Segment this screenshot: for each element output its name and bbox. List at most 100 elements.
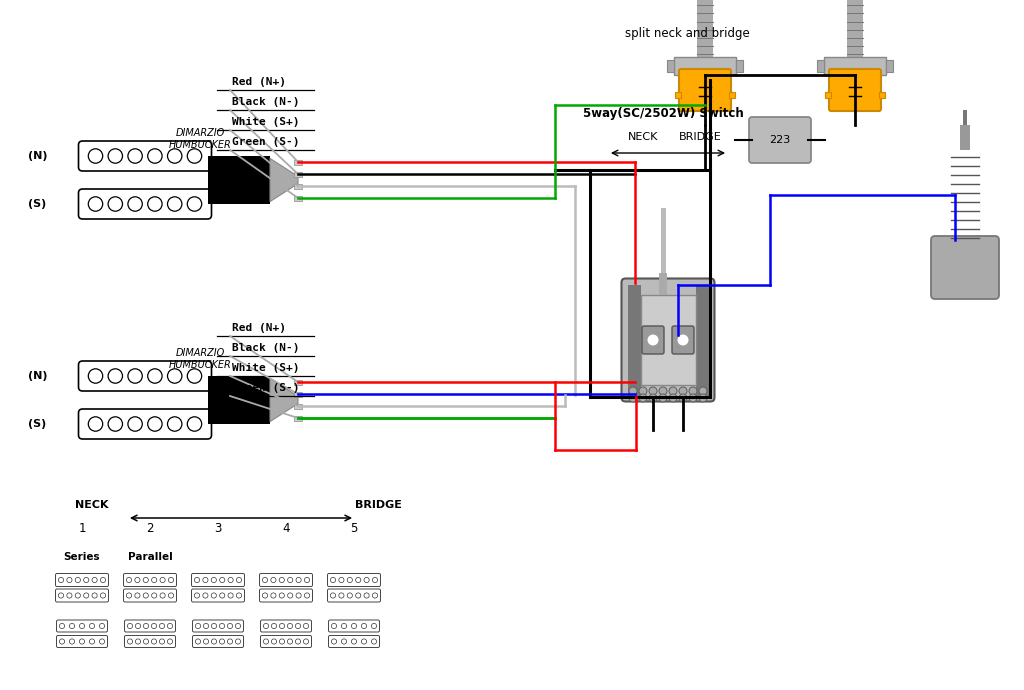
FancyBboxPatch shape	[329, 635, 380, 647]
Circle shape	[689, 387, 697, 395]
Circle shape	[679, 387, 687, 395]
Bar	[294, 415, 302, 420]
Polygon shape	[270, 378, 298, 422]
Circle shape	[659, 394, 667, 402]
Bar	[736, 60, 743, 72]
Text: Green (S-): Green (S-)	[232, 137, 299, 147]
Bar	[817, 60, 824, 72]
Text: Red (N+): Red (N+)	[232, 323, 286, 333]
Bar	[294, 391, 302, 397]
FancyBboxPatch shape	[749, 117, 811, 163]
Circle shape	[649, 394, 657, 402]
Text: NECK: NECK	[628, 132, 658, 142]
FancyBboxPatch shape	[125, 620, 175, 632]
Bar	[294, 195, 302, 201]
FancyBboxPatch shape	[259, 589, 312, 602]
FancyBboxPatch shape	[56, 620, 108, 632]
Circle shape	[659, 387, 667, 395]
FancyBboxPatch shape	[328, 573, 381, 586]
FancyBboxPatch shape	[642, 326, 664, 354]
Text: NECK: NECK	[75, 500, 109, 510]
Text: BRIDGE: BRIDGE	[355, 500, 401, 510]
Bar	[824, 57, 886, 75]
FancyBboxPatch shape	[672, 326, 694, 354]
FancyBboxPatch shape	[622, 279, 715, 402]
FancyBboxPatch shape	[79, 189, 212, 219]
Text: HUMBUCKER: HUMBUCKER	[169, 140, 231, 150]
Polygon shape	[270, 159, 298, 201]
Text: DIMARZIO: DIMARZIO	[175, 128, 224, 138]
FancyBboxPatch shape	[79, 141, 212, 171]
Text: split neck and bridge: split neck and bridge	[625, 27, 750, 40]
Bar	[628, 284, 640, 395]
FancyBboxPatch shape	[55, 573, 109, 586]
Bar	[208, 376, 270, 424]
Text: 5way(SC/2502W) Switch: 5way(SC/2502W) Switch	[583, 107, 743, 120]
FancyBboxPatch shape	[79, 409, 212, 439]
FancyBboxPatch shape	[931, 236, 999, 299]
Circle shape	[699, 387, 707, 395]
Bar	[729, 92, 735, 98]
Text: 223: 223	[769, 135, 791, 145]
Bar	[294, 404, 302, 408]
FancyBboxPatch shape	[328, 589, 381, 602]
Circle shape	[639, 394, 647, 402]
Circle shape	[629, 387, 637, 395]
Bar	[886, 60, 893, 72]
Bar	[208, 156, 270, 204]
Bar	[879, 92, 885, 98]
Text: (S): (S)	[28, 419, 46, 429]
Text: (N): (N)	[28, 151, 47, 161]
Circle shape	[629, 394, 637, 402]
Bar	[961, 125, 970, 150]
Bar	[660, 208, 666, 273]
Text: 1: 1	[78, 522, 86, 535]
FancyBboxPatch shape	[124, 573, 176, 586]
Bar	[825, 92, 831, 98]
Text: 5: 5	[350, 522, 357, 535]
Bar	[294, 159, 302, 164]
Bar	[294, 184, 302, 188]
Bar	[667, 60, 674, 72]
Text: Red (N+): Red (N+)	[232, 77, 286, 87]
Circle shape	[649, 387, 657, 395]
Circle shape	[689, 394, 697, 402]
Text: Black (N-): Black (N-)	[232, 97, 299, 107]
Text: White (S+): White (S+)	[232, 363, 299, 373]
Bar	[640, 295, 695, 385]
FancyBboxPatch shape	[329, 620, 380, 632]
FancyBboxPatch shape	[260, 620, 311, 632]
Text: Parallel: Parallel	[128, 552, 172, 562]
FancyBboxPatch shape	[55, 589, 109, 602]
Circle shape	[669, 394, 677, 402]
Bar	[675, 92, 681, 98]
Bar	[847, 0, 863, 58]
Bar	[674, 57, 736, 75]
Text: (N): (N)	[28, 371, 47, 381]
Circle shape	[699, 394, 707, 402]
FancyBboxPatch shape	[193, 635, 244, 647]
Circle shape	[678, 335, 688, 346]
FancyBboxPatch shape	[260, 635, 311, 647]
FancyBboxPatch shape	[829, 69, 881, 111]
Bar	[294, 380, 302, 384]
Text: Green (S-): Green (S-)	[232, 383, 299, 393]
Text: White (S+): White (S+)	[232, 117, 299, 127]
Text: BRIDGE: BRIDGE	[679, 132, 721, 142]
FancyBboxPatch shape	[193, 620, 244, 632]
Circle shape	[669, 387, 677, 395]
Text: DIMARZIO: DIMARZIO	[175, 348, 224, 358]
Text: 2: 2	[146, 522, 154, 535]
Text: 3: 3	[214, 522, 221, 535]
FancyBboxPatch shape	[125, 635, 175, 647]
Text: HUMBUCKER: HUMBUCKER	[169, 360, 231, 370]
Circle shape	[679, 394, 687, 402]
Circle shape	[639, 387, 647, 395]
FancyBboxPatch shape	[56, 635, 108, 647]
Bar	[697, 0, 713, 58]
Text: (S): (S)	[28, 199, 46, 209]
FancyBboxPatch shape	[124, 589, 176, 602]
FancyBboxPatch shape	[259, 573, 312, 586]
Text: Black (N-): Black (N-)	[232, 343, 299, 353]
Bar	[963, 110, 967, 125]
